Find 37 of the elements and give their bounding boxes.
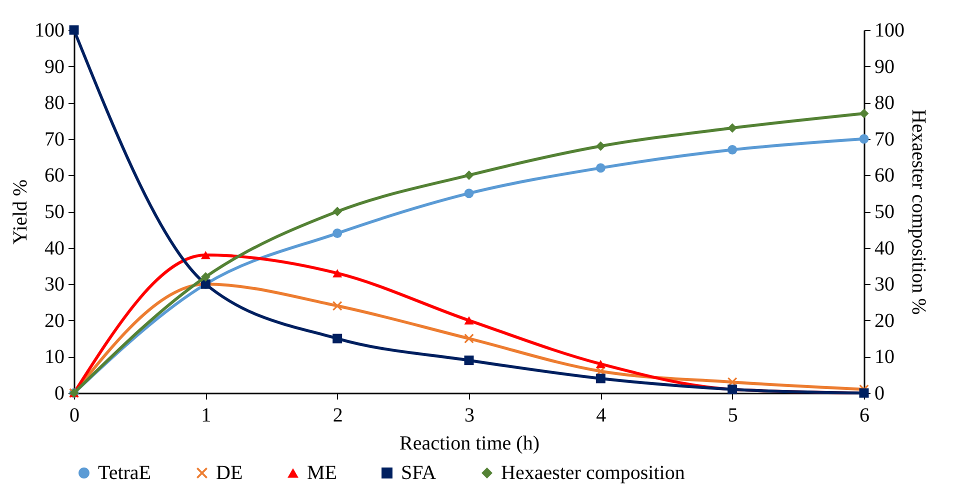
- y2-tick-label: 30: [874, 274, 894, 296]
- legend-label: ME: [307, 462, 337, 484]
- y2-tick-label: 10: [874, 346, 894, 368]
- legend-label: Hexaester composition: [501, 462, 685, 484]
- y2-tick-label: 100: [874, 20, 904, 42]
- x-tick-label: 6: [860, 404, 870, 426]
- y-tick-label: 80: [44, 92, 64, 114]
- y-axis-title: Yield %: [10, 180, 32, 244]
- y-tick-label: 50: [44, 201, 64, 223]
- x-tick-label: 3: [464, 404, 474, 426]
- y-tick-label: 10: [44, 346, 64, 368]
- legend-label: SFA: [401, 462, 437, 484]
- y-tick-label: 70: [44, 128, 64, 150]
- legend-label: TetraE: [98, 462, 152, 484]
- y2-tick-label: 40: [874, 237, 894, 260]
- x-tick-label: 5: [728, 404, 738, 426]
- y-tick-label: 30: [44, 274, 64, 296]
- x-tick-label: 1: [201, 404, 212, 426]
- y2-tick-label: 80: [874, 92, 894, 114]
- y2-tick-label: 0: [874, 382, 884, 404]
- y-tick-label: 40: [44, 237, 64, 260]
- y2-tick-label: 90: [874, 56, 894, 78]
- y2-tick-label: 20: [874, 310, 894, 332]
- y-tick-label: 0: [54, 382, 64, 404]
- y2-tick-label: 70: [874, 128, 894, 150]
- y-tick-label: 20: [44, 310, 64, 332]
- x-tick-label: 0: [70, 404, 80, 426]
- x-axis-title: Reaction time (h): [400, 432, 540, 454]
- legend-label: DE: [216, 462, 243, 484]
- y2-tick-label: 60: [874, 164, 894, 187]
- y-tick-label: 90: [44, 56, 64, 78]
- y-tick-label: 60: [44, 164, 64, 187]
- y2-axis-title: Hexaester composition %: [908, 109, 930, 315]
- x-tick-label: 4: [596, 404, 606, 426]
- y2-tick-label: 50: [874, 201, 894, 223]
- y-tick-label: 100: [34, 20, 64, 42]
- x-tick-label: 2: [332, 404, 343, 426]
